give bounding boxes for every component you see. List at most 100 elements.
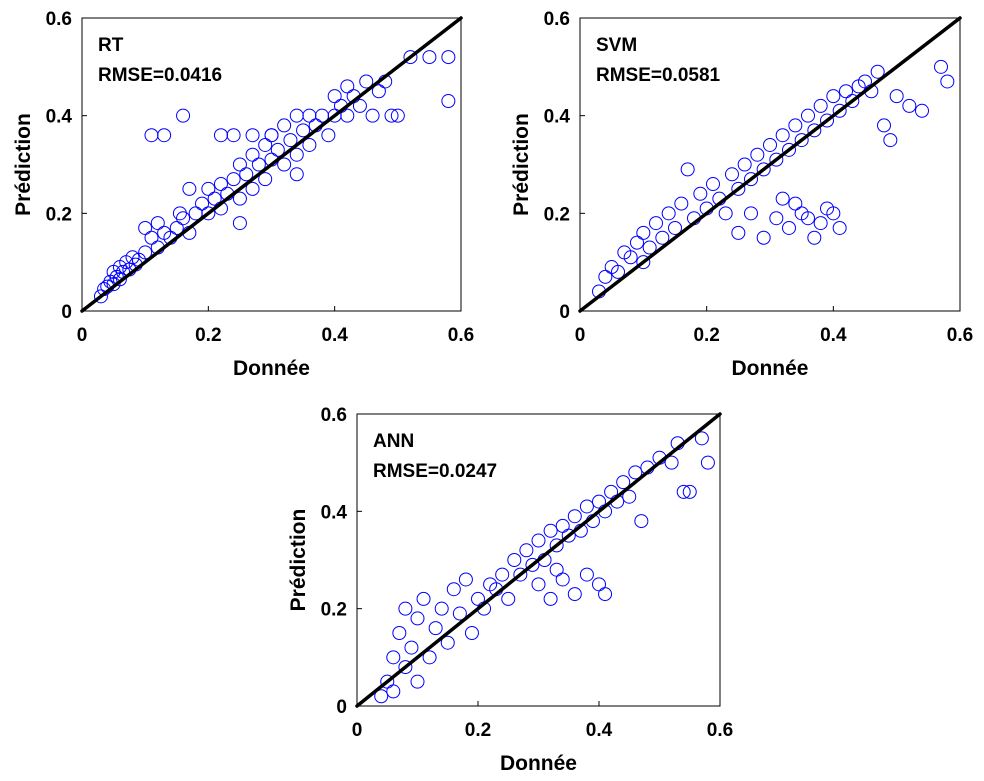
scatter-point: [763, 137, 777, 152]
scatter-point: [125, 250, 140, 265]
scatter-point: [756, 230, 771, 245]
scatter-point: [386, 684, 401, 699]
scatter-point: [616, 475, 631, 490]
scatter-point: [416, 591, 431, 606]
scatter-point: [845, 94, 860, 109]
scatter-point: [245, 128, 260, 143]
scatter-point: [775, 128, 790, 143]
scatter-point: [598, 587, 613, 602]
scatter-point: [458, 572, 473, 587]
y-tick-label: 0.4: [544, 107, 571, 128]
scatter-point: [390, 108, 405, 123]
scatter-point: [410, 611, 425, 626]
scatter-point: [622, 489, 637, 504]
reference-line: [355, 412, 722, 708]
scatter-point: [543, 523, 558, 538]
scatter-point: [934, 59, 948, 74]
x-tick-label: 0: [575, 325, 586, 346]
scatter-point: [567, 509, 582, 524]
scatter-point: [940, 74, 955, 89]
rmse-label: RMSE=0.0416: [98, 65, 222, 86]
scatter-point: [567, 587, 582, 602]
scatter-point: [226, 128, 241, 143]
scatter-point: [410, 674, 425, 689]
scatter-point: [501, 591, 516, 606]
scatter-point: [700, 455, 715, 470]
scatter-point: [801, 108, 815, 123]
y-tick-label: 0.6: [321, 405, 347, 426]
scatter-point: [775, 191, 790, 206]
x-tick-label: 0: [352, 720, 363, 741]
scatter-series: [374, 431, 715, 704]
scatter-point: [352, 98, 367, 113]
chart-panel-svm: 0 0.2 0.4 0.6 0 0.2 0.4 0.6 Donnée Prédiction SVM R…: [510, 9, 973, 380]
scatter-point: [769, 152, 784, 167]
scatter-point: [744, 172, 758, 187]
scatter-point: [682, 484, 697, 499]
scatter-point: [769, 211, 784, 226]
scatter-point: [877, 118, 891, 133]
scatter-point: [756, 162, 771, 177]
scatter-point: [826, 206, 841, 221]
scatter-point: [634, 514, 649, 529]
y-tick-label: 0.6: [46, 9, 72, 30]
scatter-point: [112, 272, 127, 287]
scatter-point: [374, 689, 389, 704]
scatter-point: [902, 98, 917, 113]
scatter-point: [737, 157, 752, 172]
x-axis-title: Donnée: [233, 357, 310, 380]
scatter-point: [239, 167, 254, 182]
scatter-point: [302, 137, 317, 152]
scatter-point: [750, 147, 765, 162]
scatter-point: [434, 601, 449, 616]
reference-line: [80, 16, 463, 313]
model-label: ANN: [373, 431, 414, 452]
scatter-point: [440, 635, 455, 650]
scatter-point: [813, 98, 828, 113]
y-axis-title: Prédiction: [12, 113, 35, 216]
scatter-point: [549, 538, 564, 553]
scatter-point: [182, 181, 197, 196]
model-label: SVM: [596, 35, 637, 56]
scatter-point: [232, 191, 247, 206]
scatter-point: [176, 211, 191, 226]
scatter-point: [138, 245, 153, 260]
scatter-point: [289, 147, 304, 162]
scatter-point: [636, 255, 651, 270]
scatter-point: [661, 206, 676, 221]
y-tick-label: 0.2: [321, 600, 347, 621]
scatter-point: [693, 186, 708, 201]
scatter-point: [731, 225, 746, 240]
model-label: RT: [98, 35, 124, 56]
scatter-point: [403, 50, 418, 65]
y-tick-label: 0.2: [46, 204, 72, 225]
x-tick-label: 0: [77, 325, 88, 346]
scatter-point: [245, 181, 260, 196]
y-tick-label: 0.6: [544, 9, 570, 30]
scatter-point: [289, 167, 304, 182]
scatter-point: [579, 499, 594, 514]
scatter-point: [832, 220, 847, 235]
scatter-point: [915, 103, 929, 118]
scatter-point: [788, 118, 803, 133]
x-tick-label: 0.4: [586, 720, 613, 741]
scatter-point: [251, 157, 266, 172]
scatter-point: [794, 133, 809, 148]
scatter-point: [782, 220, 796, 235]
x-tick-label: 0.4: [820, 325, 847, 346]
scatter-point: [611, 264, 625, 279]
scatter-point: [398, 601, 413, 616]
y-tick-label: 0.2: [544, 204, 570, 225]
scatter-point: [226, 172, 241, 187]
scatter-point: [801, 211, 815, 226]
scatter-point: [832, 103, 847, 118]
scatter-point: [630, 235, 644, 250]
x-tick-label: 0.6: [707, 720, 733, 741]
x-axis-title: Donnée: [731, 357, 808, 380]
y-axis-title: Prédiction: [510, 113, 533, 216]
scatter-point: [858, 74, 872, 89]
scatter-point: [398, 660, 413, 675]
scatter-point: [296, 123, 311, 138]
scatter-point: [623, 250, 638, 265]
scatter-point: [513, 567, 528, 582]
